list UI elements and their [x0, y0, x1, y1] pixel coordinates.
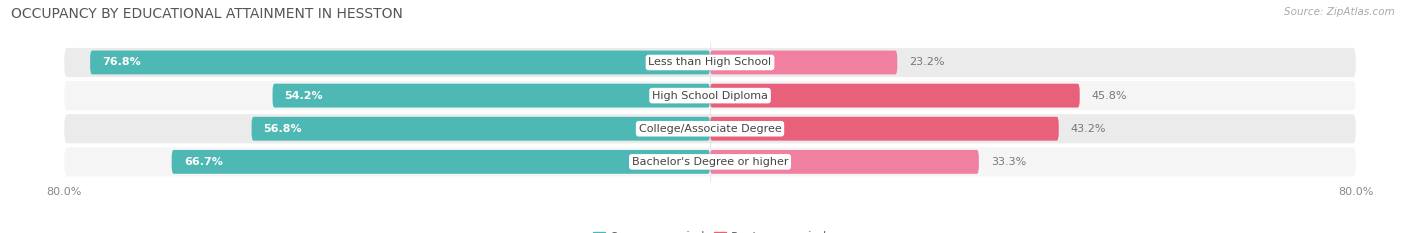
- FancyBboxPatch shape: [273, 84, 710, 108]
- FancyBboxPatch shape: [710, 84, 1080, 108]
- Text: OCCUPANCY BY EDUCATIONAL ATTAINMENT IN HESSTON: OCCUPANCY BY EDUCATIONAL ATTAINMENT IN H…: [11, 7, 404, 21]
- Text: 54.2%: 54.2%: [284, 91, 323, 101]
- FancyBboxPatch shape: [90, 51, 710, 74]
- Text: Less than High School: Less than High School: [648, 58, 772, 68]
- FancyBboxPatch shape: [172, 150, 710, 174]
- FancyBboxPatch shape: [710, 51, 897, 74]
- Text: College/Associate Degree: College/Associate Degree: [638, 124, 782, 134]
- Text: 43.2%: 43.2%: [1071, 124, 1107, 134]
- Legend: Owner-occupied, Renter-occupied: Owner-occupied, Renter-occupied: [588, 226, 832, 233]
- Text: 56.8%: 56.8%: [264, 124, 302, 134]
- FancyBboxPatch shape: [65, 48, 1355, 77]
- Text: Bachelor's Degree or higher: Bachelor's Degree or higher: [631, 157, 789, 167]
- Text: Source: ZipAtlas.com: Source: ZipAtlas.com: [1284, 7, 1395, 17]
- FancyBboxPatch shape: [65, 114, 1355, 143]
- Text: 76.8%: 76.8%: [103, 58, 141, 68]
- FancyBboxPatch shape: [252, 117, 710, 141]
- FancyBboxPatch shape: [65, 147, 1355, 176]
- FancyBboxPatch shape: [710, 150, 979, 174]
- Text: 23.2%: 23.2%: [910, 58, 945, 68]
- Text: 33.3%: 33.3%: [991, 157, 1026, 167]
- Text: 45.8%: 45.8%: [1092, 91, 1128, 101]
- FancyBboxPatch shape: [65, 81, 1355, 110]
- Text: High School Diploma: High School Diploma: [652, 91, 768, 101]
- Text: 66.7%: 66.7%: [184, 157, 222, 167]
- FancyBboxPatch shape: [710, 117, 1059, 141]
